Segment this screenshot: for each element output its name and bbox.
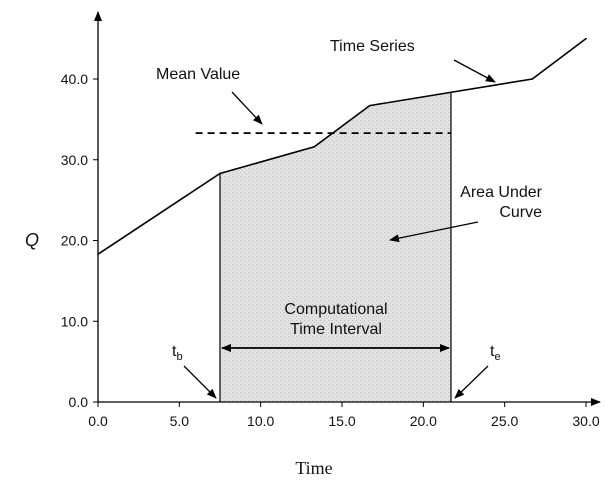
time-series-point [531,78,534,80]
x-tick-label: 20.0 [410,413,437,429]
tb-label: tb [172,343,183,363]
x-tick-label: 0.0 [88,413,108,429]
mean-value-annotation: Mean Value [156,66,240,83]
time-series-line [97,37,587,255]
x-tick-label: 10.0 [247,413,274,429]
time-series-point [368,104,371,107]
x-axis-label: Time [295,458,332,478]
time-series-point [585,37,587,40]
area-annotation-line2: Curve [499,204,542,221]
y-axis-label: Q [25,230,39,250]
x-tick-label: 30.0 [572,413,599,429]
interval-annotation-line2: Time Interval [290,321,382,338]
time-series-point [97,253,99,256]
area-annotation-line1: Area Under [460,184,542,201]
te-arrow [454,365,489,399]
x-tick-label: 25.0 [491,413,518,429]
time-series-point [313,146,316,148]
tb-arrow [183,365,217,399]
y-tick-label: 20.0 [61,233,88,249]
te-subscript: e [494,351,500,363]
x-tick-label: 15.0 [328,413,355,429]
mean-value-arrow [231,91,263,125]
area-under-curve [220,92,451,403]
area-arrow [389,221,479,243]
y-tick-label: 40.0 [61,71,88,87]
te-label: te [490,343,501,363]
y-tick-label: 30.0 [61,152,88,168]
x-tick-label: 5.0 [170,413,190,429]
y-tick-label: 10.0 [61,313,88,329]
time-series-arrow [453,59,496,83]
time-series-annotation: Time Series [330,38,415,55]
time-series-point [219,172,221,175]
interval-annotation-line1: Computational [284,301,387,318]
tb-subscript: b [176,351,182,363]
y-tick-label: 0.0 [69,394,89,410]
